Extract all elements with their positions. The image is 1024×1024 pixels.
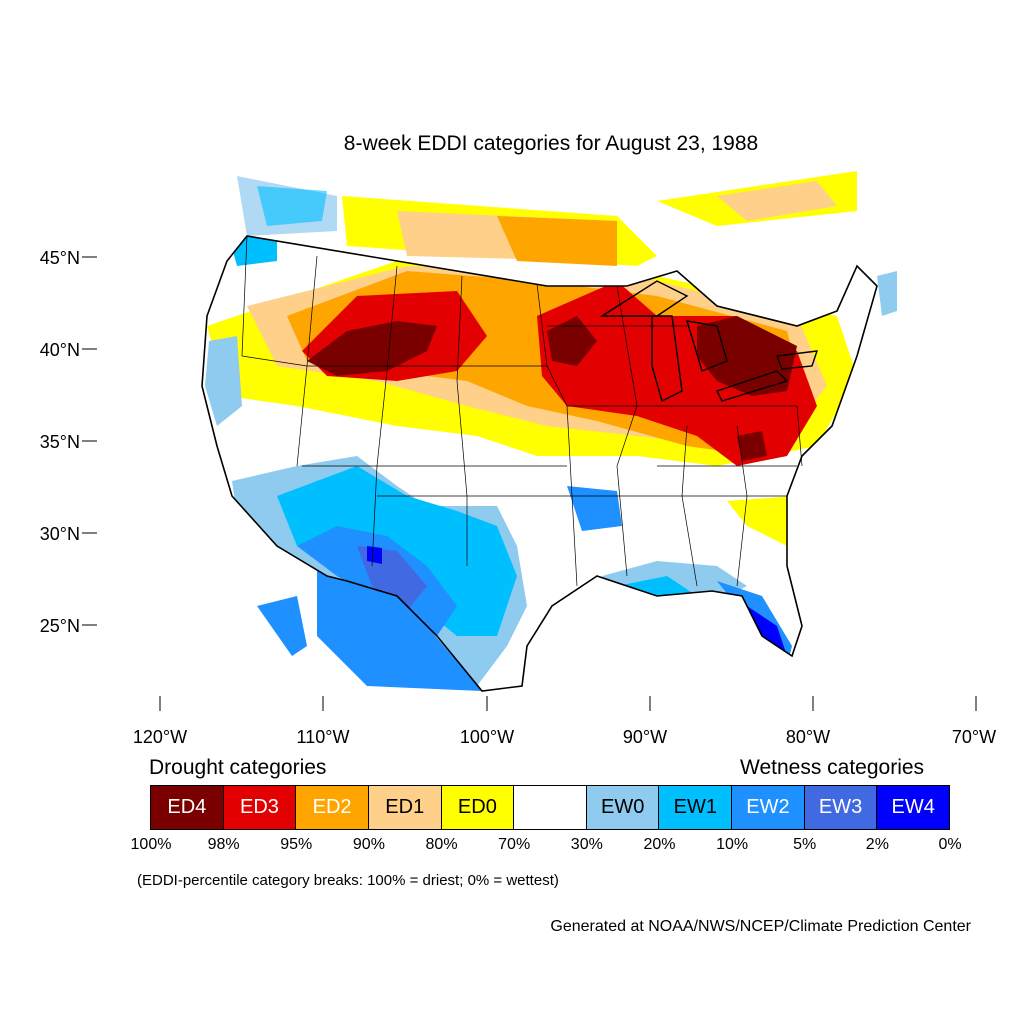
legend-break-label: 10% — [716, 836, 749, 853]
lon-tick-80: 80°W — [785, 727, 831, 747]
lat-tick-25: 25°N — [39, 616, 80, 636]
lon-tick-120: 120°W — [132, 727, 188, 747]
state-boundaries — [241, 235, 803, 587]
legend-box: ED1 — [367, 785, 442, 830]
great-lakes — [599, 280, 819, 403]
legend-break-label: 30% — [570, 836, 603, 853]
legend-box: EW0 — [585, 785, 660, 830]
legend-break-label: 0% — [938, 836, 962, 853]
legend-box: ED4 — [150, 785, 224, 830]
map-title: 8-week EDDI categories for August 23, 19… — [343, 132, 759, 155]
legend-box: EW3 — [803, 785, 878, 830]
legend-box: EW1 — [658, 785, 733, 830]
lon-tick-110: 110°W — [296, 727, 350, 747]
legend-break-label: 70% — [498, 836, 531, 853]
wetness-heading: Wetness categories — [740, 756, 925, 779]
coastline-outline — [201, 235, 878, 692]
legend-box — [513, 785, 587, 830]
legend-break-label: 20% — [643, 836, 676, 853]
drought-heading: Drought categories — [149, 756, 327, 779]
lon-tick-100: 100°W — [459, 727, 515, 747]
legend-break-label: 5% — [793, 836, 817, 853]
lat-tick-marks — [82, 256, 97, 626]
lon-tick-70: 70°W — [951, 727, 997, 747]
credit-line: Generated at NOAA/NWS/NCEP/Climate Predi… — [550, 918, 971, 935]
legend-break-label: 80% — [425, 836, 458, 853]
legend-break-label: 90% — [352, 836, 385, 853]
legend-break-label: 95% — [280, 836, 313, 853]
lon-tick-marks — [159, 696, 977, 711]
lat-tick-40: 40°N — [39, 340, 80, 360]
map-canvas — [201, 171, 897, 692]
legend-colorbar: ED4 ED3 ED2 ED1 ED0 EW0 EW1 EW2 EW3 EW4 — [150, 785, 951, 830]
legend-box: ED3 — [222, 785, 297, 830]
legend-box: ED0 — [440, 785, 515, 830]
lon-tick-90: 90°W — [622, 727, 668, 747]
lat-tick-30: 30°N — [39, 524, 80, 544]
legend-box: EW2 — [731, 785, 805, 830]
legend-break-label: 98% — [207, 836, 240, 853]
outside-region-fill — [237, 171, 897, 691]
eddi-map — [97, 166, 1004, 696]
legend-break-label: 2% — [865, 836, 889, 853]
legend-box: ED2 — [295, 785, 369, 830]
legend-box: EW4 — [876, 785, 951, 830]
legend-break-label: 100% — [130, 836, 172, 853]
lat-tick-45: 45°N — [39, 248, 80, 268]
category-note: (EDDI-percentile category breaks: 100% =… — [137, 872, 559, 889]
lat-tick-35: 35°N — [39, 432, 80, 452]
